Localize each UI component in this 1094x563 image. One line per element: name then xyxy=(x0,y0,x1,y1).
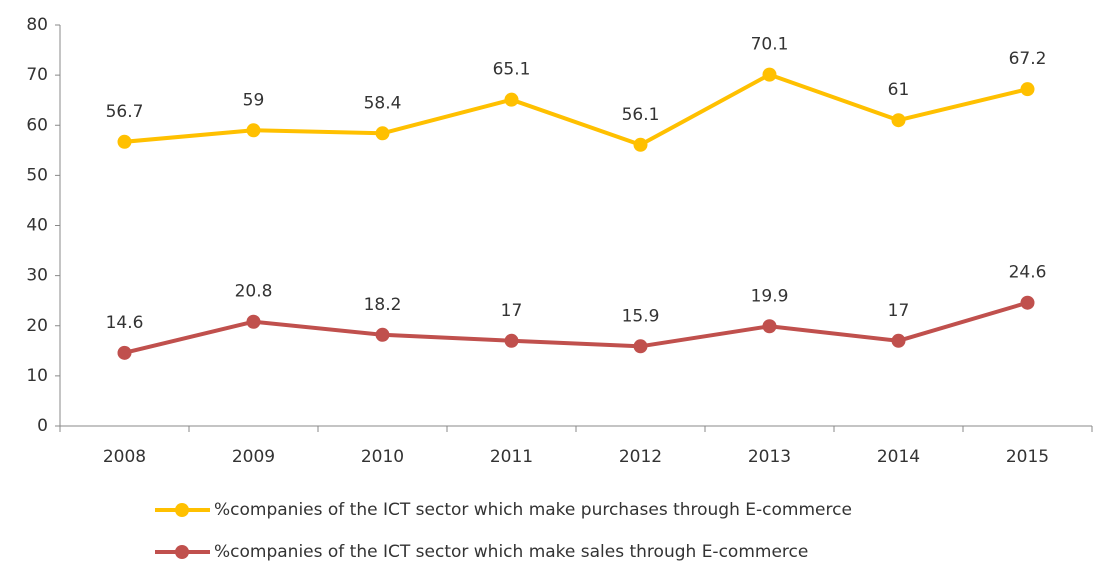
data-label: 65.1 xyxy=(493,60,531,80)
legend-marker xyxy=(175,545,189,559)
y-tick-label: 40 xyxy=(26,216,48,236)
x-tick-label: 2013 xyxy=(748,447,791,467)
series-line xyxy=(124,72,1028,147)
legend-label: %companies of the ICT sector which make … xyxy=(214,500,852,520)
data-label: 17 xyxy=(888,301,910,321)
y-tick-label: 20 xyxy=(26,316,48,336)
data-label: 17 xyxy=(501,301,523,321)
data-point xyxy=(246,123,261,138)
data-label: 70.1 xyxy=(751,35,789,55)
x-tick-label: 2008 xyxy=(103,447,146,467)
data-point xyxy=(246,314,261,329)
y-tick-label: 60 xyxy=(26,115,48,135)
data-label: 18.2 xyxy=(364,295,402,315)
data-point xyxy=(891,113,906,128)
y-tick-label: 50 xyxy=(26,165,48,185)
x-tick-label: 2012 xyxy=(619,447,662,467)
data-label: 56.1 xyxy=(622,105,660,125)
data-label: 56.7 xyxy=(106,102,144,122)
x-tick-label: 2011 xyxy=(490,447,533,467)
x-tick-label: 2014 xyxy=(877,447,920,467)
data-point xyxy=(891,333,906,348)
x-tick-label: 2009 xyxy=(232,447,275,467)
data-point xyxy=(375,327,390,342)
y-tick-label: 70 xyxy=(26,65,48,85)
data-point xyxy=(633,137,648,152)
y-tick-label: 30 xyxy=(26,266,48,286)
data-point xyxy=(633,339,648,354)
data-point xyxy=(117,345,132,360)
data-point xyxy=(1020,82,1035,97)
data-point xyxy=(504,92,519,107)
data-label: 58.4 xyxy=(364,93,402,113)
data-point xyxy=(1020,295,1035,310)
data-label: 67.2 xyxy=(1009,49,1047,69)
data-label: 20.8 xyxy=(235,282,273,302)
y-tick-label: 80 xyxy=(26,15,48,35)
data-point xyxy=(375,126,390,141)
data-label: 19.9 xyxy=(751,286,789,306)
legend-label: %companies of the ICT sector which make … xyxy=(214,542,808,562)
data-label: 15.9 xyxy=(622,306,660,326)
data-point xyxy=(117,134,132,149)
data-label: 59 xyxy=(243,90,265,110)
x-tick-label: 2010 xyxy=(361,447,404,467)
series-line xyxy=(124,300,1029,355)
data-point xyxy=(762,319,777,334)
data-label: 24.6 xyxy=(1009,263,1047,283)
y-tick-label: 10 xyxy=(26,366,48,386)
data-label: 14.6 xyxy=(106,313,144,333)
x-tick-label: 2015 xyxy=(1006,447,1049,467)
legend-marker xyxy=(175,503,189,517)
data-point xyxy=(762,67,777,82)
y-tick-label: 0 xyxy=(37,416,48,436)
data-point xyxy=(504,333,519,348)
data-label: 61 xyxy=(888,80,910,100)
